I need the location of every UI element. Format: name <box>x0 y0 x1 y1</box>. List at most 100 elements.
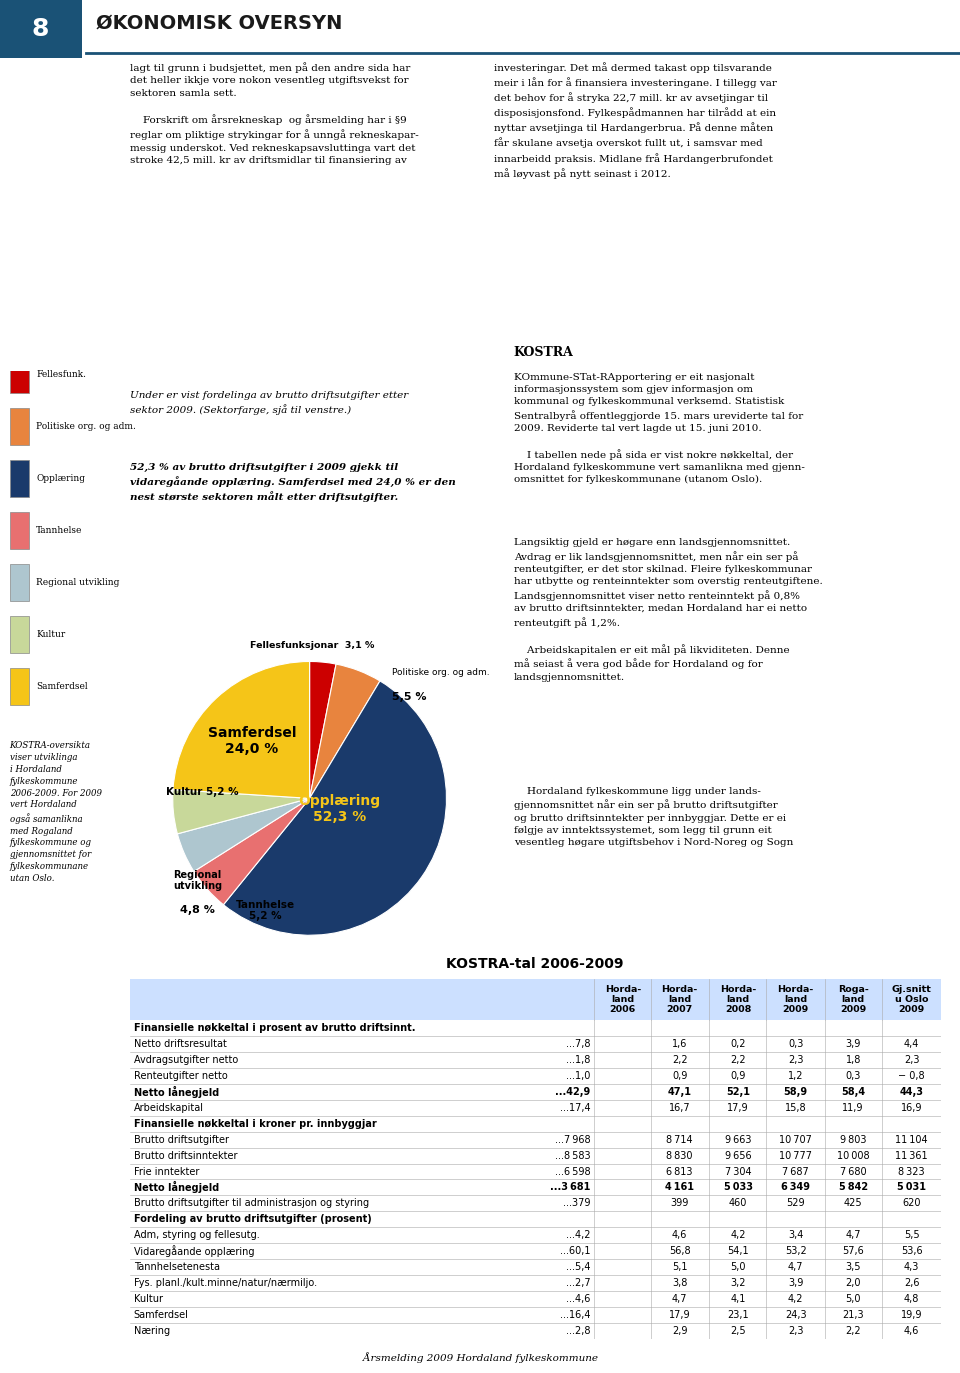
Text: ...2,8: ...2,8 <box>565 1326 590 1336</box>
Text: Under er vist fordelinga av brutto driftsutgifter etter
sektor 2009. (Sektorfarg: Under er vist fordelinga av brutto drift… <box>130 391 408 416</box>
Text: 4,7: 4,7 <box>788 1262 804 1271</box>
Text: Tannhelse
5,2 %: Tannhelse 5,2 % <box>236 899 296 921</box>
Text: Frie inntekter: Frie inntekter <box>133 1167 199 1177</box>
Text: 19,9: 19,9 <box>900 1310 923 1319</box>
Text: Kultur: Kultur <box>36 630 65 638</box>
Wedge shape <box>173 662 310 798</box>
Text: ØKONOMISK OVERSYN: ØKONOMISK OVERSYN <box>96 14 343 33</box>
Text: 0,2: 0,2 <box>731 1039 746 1049</box>
Text: 2,5: 2,5 <box>731 1326 746 1336</box>
Text: 2,3: 2,3 <box>904 1054 920 1065</box>
Text: 21,3: 21,3 <box>842 1310 864 1319</box>
Text: 4,3: 4,3 <box>904 1262 920 1271</box>
Text: 4,7: 4,7 <box>846 1230 861 1240</box>
Text: 8: 8 <box>32 16 49 41</box>
Text: 399: 399 <box>670 1199 688 1208</box>
Text: 10 008: 10 008 <box>837 1151 870 1160</box>
Text: 10 707: 10 707 <box>780 1134 812 1145</box>
Text: 2,9: 2,9 <box>672 1326 687 1336</box>
Text: 1,2: 1,2 <box>788 1071 804 1081</box>
Text: 3,9: 3,9 <box>788 1278 804 1288</box>
Text: 6 813: 6 813 <box>666 1167 693 1177</box>
Text: Regional utvikling: Regional utvikling <box>36 578 119 588</box>
Text: 53,2: 53,2 <box>784 1247 806 1256</box>
Text: 23,1: 23,1 <box>727 1310 749 1319</box>
Text: Netto driftsresultat: Netto driftsresultat <box>133 1039 227 1049</box>
Text: 4,8: 4,8 <box>904 1293 920 1304</box>
Text: Roga-
land
2009: Roga- land 2009 <box>838 984 869 1015</box>
Text: Samferdsel
24,0 %: Samferdsel 24,0 % <box>208 726 297 757</box>
Text: 52,1: 52,1 <box>726 1087 750 1097</box>
Bar <box>10 408 30 445</box>
Text: 17,9: 17,9 <box>727 1103 749 1114</box>
Bar <box>130 979 941 1020</box>
Text: 4,2: 4,2 <box>788 1293 804 1304</box>
Bar <box>10 669 30 704</box>
Text: ...1,0: ...1,0 <box>566 1071 590 1081</box>
Text: 5,5: 5,5 <box>903 1230 920 1240</box>
Text: 2,2: 2,2 <box>731 1054 746 1065</box>
Text: Adm, styring og fellesutg.: Adm, styring og fellesutg. <box>133 1230 259 1240</box>
Wedge shape <box>194 798 309 905</box>
Text: 4,8 %: 4,8 % <box>180 905 215 916</box>
Text: 7 680: 7 680 <box>840 1167 867 1177</box>
Text: 5,1: 5,1 <box>672 1262 687 1271</box>
Text: Arbeidskapital: Arbeidskapital <box>133 1103 204 1114</box>
Text: − 0,8: − 0,8 <box>899 1071 924 1081</box>
Text: ...2,7: ...2,7 <box>565 1278 590 1288</box>
Text: ...17,4: ...17,4 <box>560 1103 590 1114</box>
Wedge shape <box>178 798 309 872</box>
Wedge shape <box>173 789 309 833</box>
Text: 5,5 %: 5,5 % <box>392 692 426 702</box>
Text: 2,2: 2,2 <box>672 1054 687 1065</box>
Text: 57,6: 57,6 <box>842 1247 864 1256</box>
Text: Opplæring: Opplæring <box>36 474 85 483</box>
Text: Finansielle nøkkeltal i kroner pr. innbyggjar: Finansielle nøkkeltal i kroner pr. innby… <box>133 1119 376 1129</box>
Text: 5,0: 5,0 <box>731 1262 746 1271</box>
Text: 529: 529 <box>786 1199 804 1208</box>
Text: 2,3: 2,3 <box>788 1326 804 1336</box>
Text: Brutto driftsinntekter: Brutto driftsinntekter <box>133 1151 237 1160</box>
Text: Tannhelse: Tannhelse <box>36 526 83 535</box>
Text: KOSTRA-tal 2006-2009: KOSTRA-tal 2006-2009 <box>446 957 624 971</box>
Text: 5 842: 5 842 <box>839 1182 868 1193</box>
Text: Brutto driftsutgifter til administrasjon og styring: Brutto driftsutgifter til administrasjon… <box>133 1199 369 1208</box>
Text: ...3 681: ...3 681 <box>550 1182 590 1193</box>
Text: 11 361: 11 361 <box>896 1151 928 1160</box>
Text: 3,4: 3,4 <box>788 1230 804 1240</box>
Text: 9 803: 9 803 <box>840 1134 867 1145</box>
Text: Regional
utvikling: Regional utvikling <box>173 869 222 891</box>
Bar <box>10 356 30 393</box>
Text: 460: 460 <box>729 1199 747 1208</box>
Text: Avdragsutgifter netto: Avdragsutgifter netto <box>133 1054 238 1065</box>
Text: 0,3: 0,3 <box>788 1039 804 1049</box>
Text: KOSTRA-oversikta
viser utviklinga
i Hordaland
fylkeskommune
2006-2009. For 2009
: KOSTRA-oversikta viser utviklinga i Hord… <box>10 741 102 883</box>
Text: ...379: ...379 <box>563 1199 590 1208</box>
Text: 3,2: 3,2 <box>731 1278 746 1288</box>
Text: KOmmune-STat-RApportering er eit nasjonalt
informasjonssystem som gjev informasj: KOmmune-STat-RApportering er eit nasjona… <box>514 372 804 485</box>
Text: 24,3: 24,3 <box>784 1310 806 1319</box>
Text: 58,9: 58,9 <box>783 1087 807 1097</box>
Text: Sektorfordeling 2009: Sektorfordeling 2009 <box>214 361 396 375</box>
Text: 2,0: 2,0 <box>846 1278 861 1288</box>
Text: ...16,4: ...16,4 <box>560 1310 590 1319</box>
Text: 47,1: 47,1 <box>667 1087 691 1097</box>
Text: ...42,9: ...42,9 <box>555 1087 590 1097</box>
Bar <box>10 460 30 497</box>
Text: 3,9: 3,9 <box>846 1039 861 1049</box>
Text: 6 349: 6 349 <box>781 1182 810 1193</box>
Text: 16,9: 16,9 <box>900 1103 923 1114</box>
Text: 0,3: 0,3 <box>846 1071 861 1081</box>
Text: 17,9: 17,9 <box>669 1310 690 1319</box>
Bar <box>10 512 30 549</box>
Text: 0,9: 0,9 <box>672 1071 687 1081</box>
Text: 1,8: 1,8 <box>846 1054 861 1065</box>
Text: 4,4: 4,4 <box>904 1039 920 1049</box>
Text: Finansielle nøkkeltal i prosent av brutto driftsinnt.: Finansielle nøkkeltal i prosent av brutt… <box>133 1023 415 1034</box>
Text: 15,8: 15,8 <box>784 1103 806 1114</box>
Text: 16,7: 16,7 <box>669 1103 690 1114</box>
Text: ...5,4: ...5,4 <box>565 1262 590 1271</box>
Text: Samferdsel: Samferdsel <box>36 682 87 691</box>
Text: ...4,2: ...4,2 <box>565 1230 590 1240</box>
Text: Næring: Næring <box>133 1326 170 1336</box>
